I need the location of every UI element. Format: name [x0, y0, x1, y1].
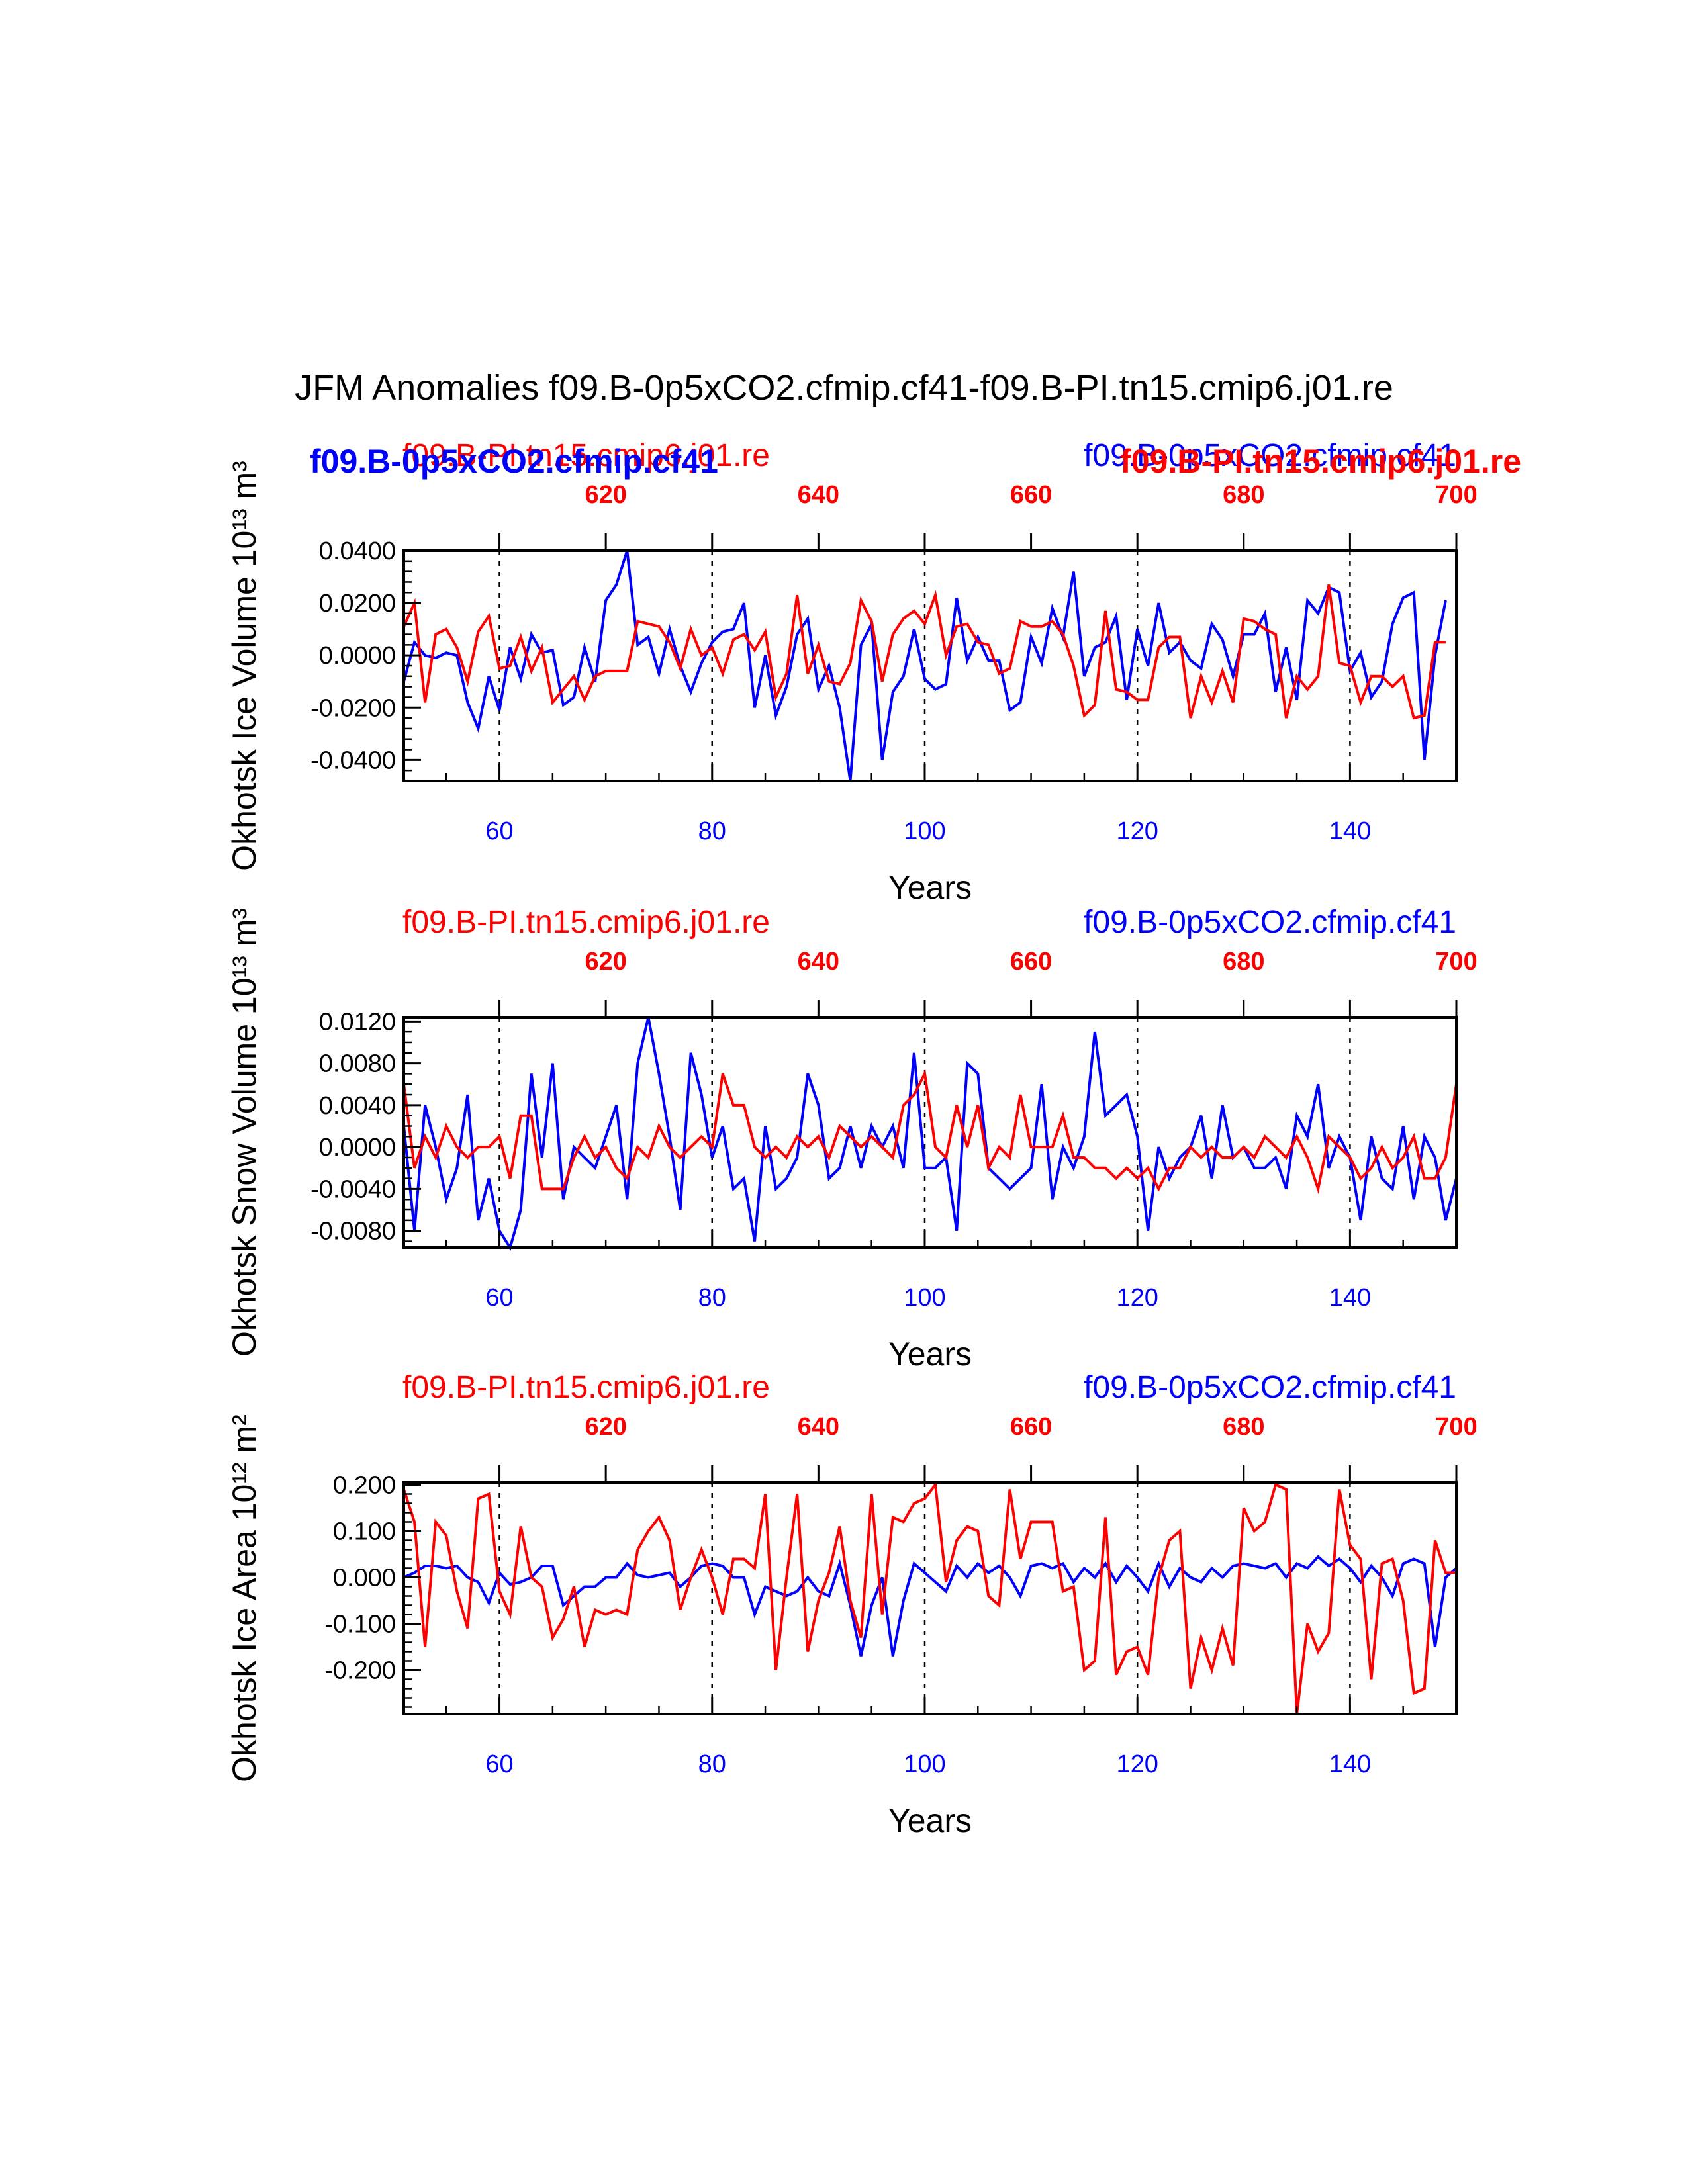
series-line-experiment: [402, 550, 1447, 782]
y-axis-label: Okhotsk Ice Volume 10¹³ m³: [226, 461, 263, 871]
y-tick-label: 0.0000: [319, 1134, 396, 1161]
x-tick-label: 120: [1116, 1284, 1158, 1312]
series-line-experiment: [402, 1017, 1458, 1251]
plot-frame: [402, 1016, 1458, 1249]
top-tick-label: 640: [798, 481, 839, 509]
x-tick-label: 100: [904, 817, 945, 845]
y-tick-label: 0.0040: [319, 1092, 396, 1120]
y-axis-label: Okhotsk Ice Area 10¹² m²: [226, 1414, 263, 1782]
overlap-label-experiment: f09.B-0p5xCO2.cfmip.cf41: [310, 443, 718, 480]
y-tick-label: -0.100: [324, 1611, 396, 1639]
top-tick-label: 700: [1435, 481, 1477, 509]
x-tick-label: 60: [485, 817, 513, 845]
panel-title-right: f09.B-0p5xCO2.cfmip.cf41: [1084, 438, 1456, 473]
panels: -0.0400 -0.0200 0.0000 0.0200 0.0400 60 80 100 1…: [226, 438, 1477, 1839]
y-tick-label: -0.0400: [310, 747, 396, 774]
x-axis-label: Years: [888, 1802, 972, 1839]
x-tick-label: 120: [1116, 1751, 1158, 1778]
x-tick-label: 80: [698, 817, 726, 845]
top-tick-label: 680: [1223, 1413, 1264, 1441]
x-tick-label: 80: [698, 1751, 726, 1778]
x-tick-label: 100: [904, 1284, 945, 1312]
panel-title-left: f09.B-PI.tn15.cmip6.j01.re: [402, 905, 770, 940]
top-tick-label: 660: [1010, 481, 1052, 509]
chart-panel-3: -0.200 -0.100 0.000 0.100 0.200 60 80 100 120 140…: [226, 1370, 1477, 1839]
top-tick-label: 680: [1223, 948, 1264, 976]
chart-panel-2: -0.0080 -0.0040 0.0000 0.0040 0.0080 0.0120 60…: [226, 905, 1477, 1373]
x-tick-label: 120: [1116, 817, 1158, 845]
x-tick-label: 60: [485, 1284, 513, 1312]
overlap-label-control: f09.B-PI.tn15.cmip6.j01.re: [1120, 443, 1521, 480]
series-line-experiment: [403, 1555, 1458, 1657]
top-tick-label: 640: [798, 1413, 839, 1441]
y-tick-label: -0.0080: [310, 1218, 396, 1246]
panel-title-left: f09.B-PI.tn15.cmip6.j01.re: [402, 438, 770, 473]
y-tick-label: -0.0040: [310, 1175, 396, 1203]
panel-title-right: f09.B-0p5xCO2.cfmip.cf41: [1084, 905, 1456, 940]
top-tick-label: 700: [1435, 1413, 1477, 1441]
plot-frame: [402, 549, 1458, 782]
y-tick-label: -0.0200: [310, 694, 396, 722]
x-tick-label: 100: [904, 1751, 945, 1778]
y-tick-label: 0.0400: [319, 537, 396, 565]
x-tick-label: 140: [1329, 1751, 1371, 1778]
x-tick-label: 140: [1329, 1284, 1371, 1312]
top-tick-label: 660: [1010, 948, 1052, 976]
panel-title-right: f09.B-0p5xCO2.cfmip.cf41: [1084, 1370, 1456, 1405]
x-tick-label: 80: [698, 1284, 726, 1312]
y-tick-label: 0.000: [333, 1565, 396, 1592]
y-axis-label: Okhotsk Snow Volume 10¹³ m³: [226, 908, 263, 1357]
y-tick-label: 0.200: [333, 1472, 396, 1500]
top-tick-label: 640: [798, 948, 839, 976]
top-tick-label: 620: [585, 1413, 626, 1441]
top-tick-label: 700: [1435, 948, 1477, 976]
top-tick-label: 620: [585, 948, 626, 976]
series-line-control: [402, 584, 1446, 720]
y-tick-label: -0.200: [324, 1657, 396, 1685]
x-axis-label: Years: [888, 1336, 972, 1373]
y-tick-label: 0.100: [333, 1518, 396, 1546]
top-tick-label: 680: [1223, 481, 1264, 509]
x-axis-label: Years: [888, 869, 972, 906]
y-tick-label: 0.0120: [319, 1008, 396, 1036]
y-tick-label: 0.0200: [319, 590, 396, 617]
plot-frame: [402, 1481, 1458, 1715]
x-tick-label: 140: [1329, 817, 1371, 845]
panel-title-left: f09.B-PI.tn15.cmip6.j01.re: [402, 1370, 770, 1405]
x-tick-label: 60: [485, 1751, 513, 1778]
y-tick-label: 0.0000: [319, 642, 396, 670]
y-tick-label: 0.0080: [319, 1050, 396, 1078]
series-line-control: [402, 1481, 1456, 1715]
top-tick-label: 620: [585, 481, 626, 509]
figure-title: JFM Anomalies f09.B-0p5xCO2.cfmip.cf41-f…: [295, 368, 1393, 408]
top-tick-label: 660: [1010, 1413, 1052, 1441]
chart-panel-1: -0.0400 -0.0200 0.0000 0.0200 0.0400 60 80 100 1…: [226, 438, 1477, 906]
series-line-control: [402, 1069, 1458, 1195]
